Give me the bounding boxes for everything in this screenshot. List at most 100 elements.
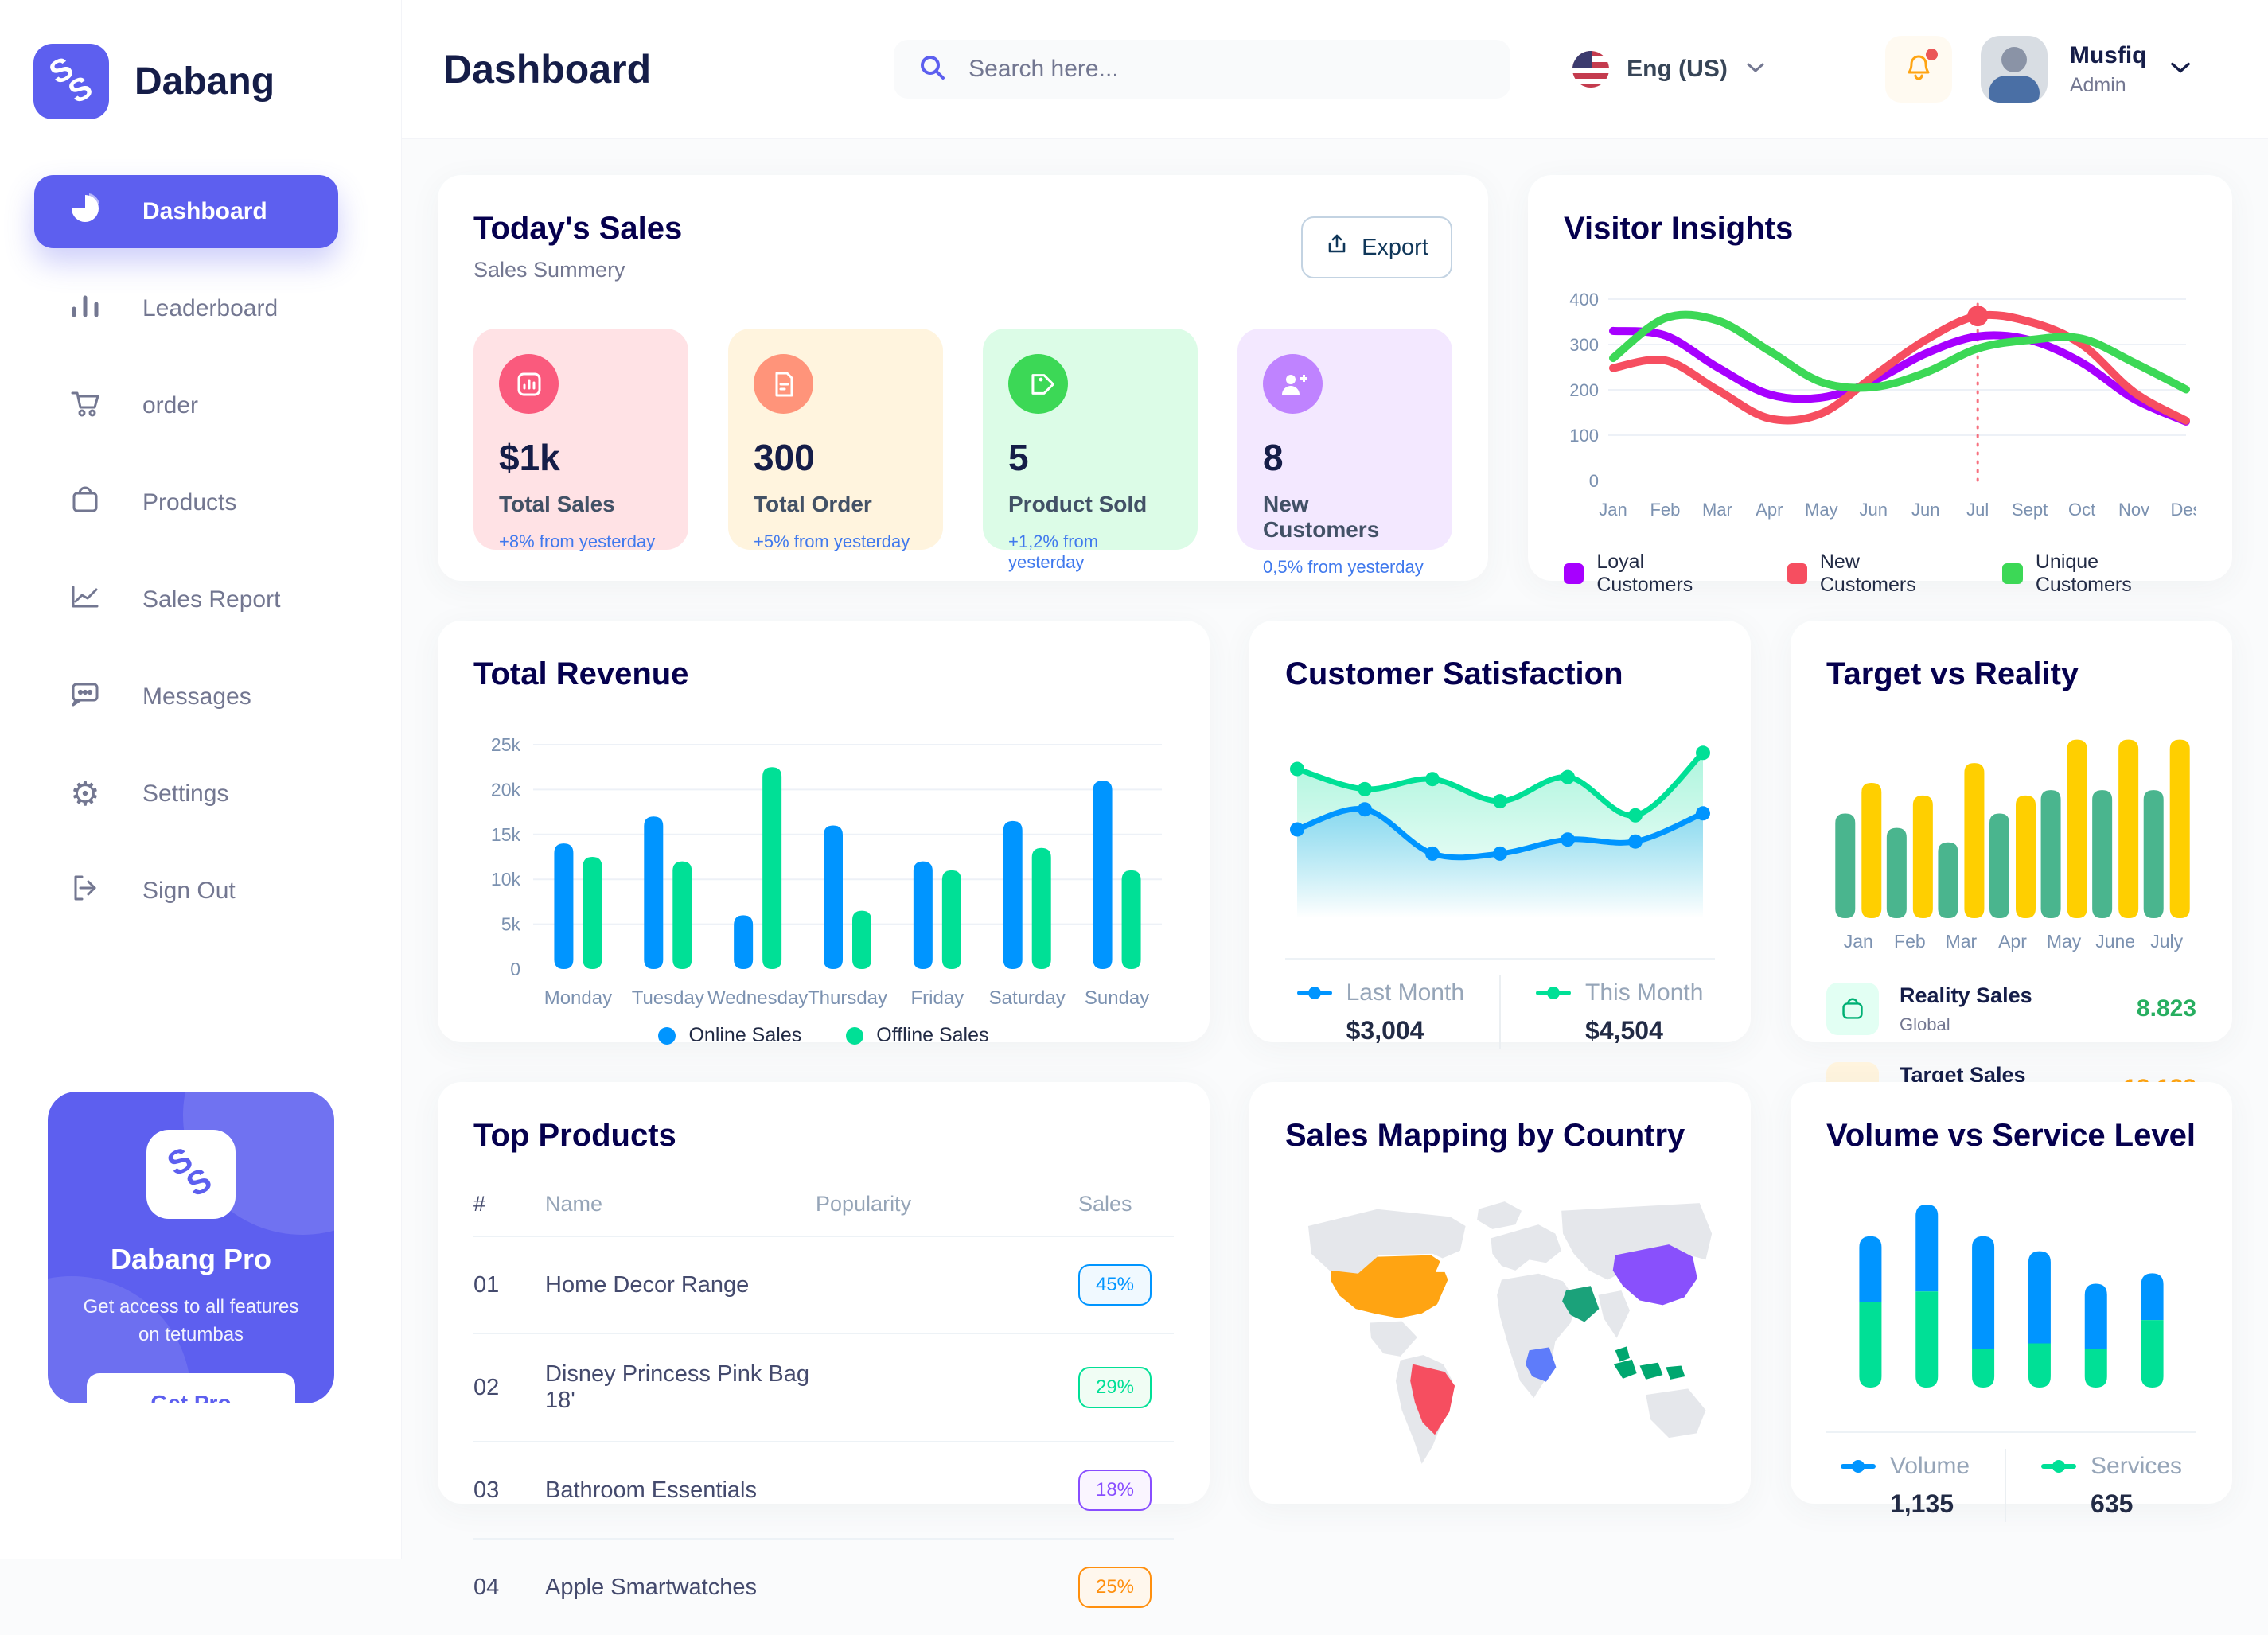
sidebar-item-settings[interactable]: ⚙ Settings (34, 757, 338, 831)
sales-summary-card: $1k Total Sales +8% from yesterday (473, 329, 688, 551)
table-row[interactable]: 03 Bathroom Essentials 18% (473, 1442, 1174, 1540)
chevron-down-icon (1745, 61, 1766, 78)
sidebar-item-sales-report[interactable]: Sales Report (34, 563, 338, 636)
table-row[interactable]: 04 Apple Smartwatches 25% (473, 1539, 1174, 1635)
svg-text:Des: Des (2170, 500, 2196, 520)
total-revenue-card: Total Revenue 0 5k 10k 15k 20k 25k Monday Tuesd… (438, 621, 1210, 1046)
profile-menu[interactable]: Musfiq Admin (1980, 36, 2193, 103)
notification-badge (1925, 49, 1938, 60)
svg-text:20k: 20k (491, 779, 521, 800)
svg-text:100: 100 (1569, 426, 1599, 446)
svg-text:Saturday: Saturday (989, 987, 1066, 1009)
svg-text:May: May (2047, 931, 2082, 952)
sidebar-item-sign-out[interactable]: Sign Out (34, 854, 338, 928)
chevron-down-icon (2169, 60, 2192, 79)
svg-text:Jun: Jun (1860, 500, 1888, 520)
sales-badge: 45% (1078, 1264, 1152, 1306)
volume-vs-service-title: Volume vs Service Level (1826, 1118, 2196, 1153)
column-header: Name (545, 1178, 816, 1237)
legend-item: Online Sales (658, 1024, 801, 1047)
legend-item: This Month $4,504 (1536, 979, 1703, 1045)
export-button[interactable]: Export (1301, 216, 1452, 278)
card-value: 5 (1008, 437, 1029, 478)
target-vs-reality-card: Target vs Reality Jan Feb Mar Apr May June Jul… (1791, 621, 2232, 1115)
sidebar-item-leaderboard[interactable]: Leaderboard (34, 272, 338, 345)
sidebar-item-order[interactable]: order (34, 369, 338, 442)
card-label: Total Order (754, 492, 872, 516)
sidebar-item-label: Messages (142, 683, 251, 710)
total-revenue-chart: 0 5k 10k 15k 20k 25k Monday Tuesday Wednesday Thu… (491, 734, 1162, 1009)
product-name: Home Decor Range (545, 1236, 816, 1334)
sidebar-item-dashboard[interactable]: Dashboard (34, 175, 338, 248)
table-row[interactable]: 01 Home Decor Range 45% (473, 1236, 1174, 1334)
svg-text:15k: 15k (491, 824, 521, 845)
sidebar-item-messages[interactable]: Messages (34, 660, 338, 734)
svg-text:200: 200 (1569, 380, 1599, 400)
svg-text:Apr: Apr (1998, 931, 2027, 952)
notifications-button[interactable] (1884, 36, 1952, 103)
user-role: Admin (2069, 73, 2126, 96)
legend-item: Volume 1,135 (1840, 1453, 1970, 1519)
card-label: New Customers (1263, 492, 1380, 542)
bell-icon (1903, 52, 1935, 88)
get-pro-button[interactable]: Get Pro (87, 1372, 295, 1403)
sign-out-icon (68, 870, 103, 912)
sidebar-item-label: Sign Out (142, 878, 236, 904)
svg-text:Feb: Feb (1894, 931, 1926, 952)
product-rank: 03 (473, 1442, 545, 1540)
pro-title: Dabang Pro (110, 1243, 272, 1275)
sales-summary-card: 300 Total Order +5% from yesterday (728, 329, 943, 551)
svg-text:Nov: Nov (2118, 500, 2149, 520)
sales-summary-card: 5 Product Sold +1,2% from yesterday (983, 329, 1198, 572)
svg-text:Friday: Friday (911, 987, 964, 1009)
bag-icon (68, 482, 103, 524)
svg-text:5k: 5k (501, 914, 521, 935)
top-products-table: # Name Popularity Sales 01 Home Decor Ran… (473, 1178, 1174, 1635)
legend-item-reality-sales: Reality Sales Global 8.823 (1826, 983, 2196, 1035)
target-vs-reality-title: Target vs Reality (1826, 656, 2079, 691)
bar-chart-icon (68, 288, 103, 329)
card-value: 300 (754, 437, 815, 478)
sidebar-item-label: Products (142, 489, 237, 516)
legend-divider (1499, 975, 1502, 1049)
total-revenue-title: Total Revenue (473, 656, 689, 691)
table-row[interactable]: 02 Disney Princess Pink Bag 18' 29% (473, 1333, 1174, 1442)
legend-item: Loyal Customers (1564, 551, 1743, 597)
order-file-icon (754, 354, 813, 414)
card-delta: +5% from yesterday (754, 531, 910, 551)
product-name: Apple Smartwatches (545, 1574, 757, 1600)
volume-vs-service-legend: Volume 1,135 Services 635 (1826, 1449, 2196, 1522)
legend-value: 8.823 (2136, 995, 2196, 1022)
svg-text:June: June (2095, 931, 2135, 952)
search-box[interactable] (894, 40, 1511, 99)
sidebar-item-products[interactable]: Products (34, 466, 338, 539)
divider (1285, 958, 1715, 960)
legend-item: Services 635 (2041, 1453, 2182, 1519)
svg-text:0: 0 (510, 959, 520, 979)
svg-text:Monday: Monday (544, 987, 612, 1009)
svg-text:Jul: Jul (1966, 500, 1989, 520)
legend-item: New Customers (1787, 551, 1958, 597)
card-value: 8 (1263, 437, 1284, 478)
language-selector[interactable]: Eng (US) (1572, 51, 1766, 88)
svg-text:400: 400 (1569, 290, 1599, 309)
card-delta: +8% from yesterday (499, 531, 656, 551)
sidebar-item-label: Dashboard (142, 198, 267, 224)
legend-divider (2005, 1449, 2007, 1522)
page-title: Dashboard (443, 47, 652, 91)
svg-text:Jun: Jun (1911, 500, 1939, 520)
product-rank: 04 (473, 1574, 500, 1600)
search-input[interactable] (968, 56, 1487, 83)
header: Dashboard Eng (US) Musfiq Admin (402, 0, 2268, 139)
user-name: Musfiq (2069, 41, 2147, 68)
svg-text:Feb: Feb (1650, 500, 1680, 520)
sales-mapping-title: Sales Mapping by Country (1285, 1118, 1685, 1153)
volume-vs-service-chart (1859, 1204, 2164, 1388)
sidebar-nav: Dashboard Leaderboard order Products Sal… (0, 175, 401, 928)
chat-icon (68, 676, 103, 718)
visitor-insights-legend: Loyal Customers New Customers Unique Custo… (1564, 551, 2196, 597)
export-icon (1325, 232, 1349, 263)
